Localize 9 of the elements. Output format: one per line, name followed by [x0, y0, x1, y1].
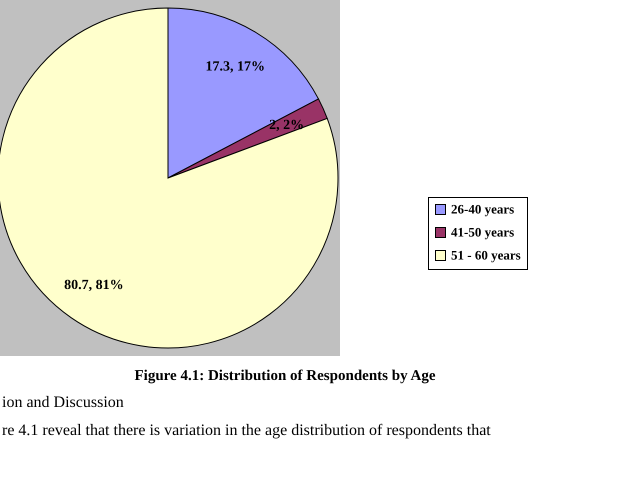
- legend-label: 41-50 years: [451, 224, 514, 240]
- text: re 4.1 reveal that there is variation in the age distribution of respondents that: [2, 422, 492, 439]
- legend-label: 26-40 years: [451, 202, 514, 216]
- text: Figure 4.1: Distribution of Respondents by Age: [134, 368, 436, 384]
- data-label: 17.3, 17%: [205, 60, 265, 75]
- data-label: 2, 2%: [269, 118, 304, 133]
- legend-label: 51 - 60 years: [451, 248, 521, 262]
- text: ion and Discussion: [2, 394, 124, 411]
- data-label: 80.7, 81%: [64, 278, 124, 293]
